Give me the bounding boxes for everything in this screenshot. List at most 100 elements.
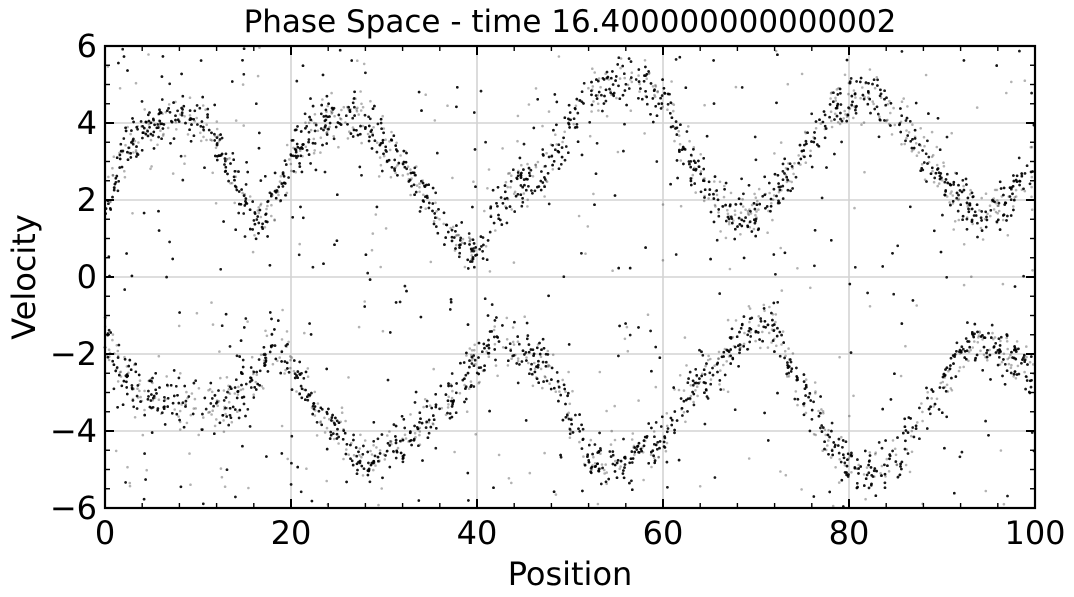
scatter-point (493, 325, 497, 328)
scatter-point (174, 100, 177, 104)
scatter-point (784, 473, 788, 477)
scatter-point (118, 371, 122, 374)
scatter-point (257, 206, 261, 209)
scatter-point (957, 197, 961, 200)
scatter-point (848, 107, 852, 110)
scatter-point (225, 406, 229, 410)
scatter-point (289, 162, 293, 166)
scatter-point (951, 194, 955, 197)
scatter-point (726, 390, 730, 394)
scatter-point (923, 178, 927, 181)
scatter-point (605, 482, 608, 486)
scatter-point (768, 305, 771, 309)
scatter-point (809, 286, 812, 290)
scatter-point (847, 457, 850, 460)
scatter-point (900, 143, 903, 146)
scatter-point (941, 380, 945, 384)
scatter-point (561, 140, 564, 144)
scatter-point (749, 212, 753, 215)
scatter-point (689, 397, 692, 401)
scatter-point (633, 453, 636, 457)
scatter-point (289, 358, 292, 362)
scatter-point (484, 245, 488, 248)
scatter-point (920, 402, 923, 405)
scatter-point (539, 355, 543, 359)
scatter-point (637, 399, 640, 402)
scatter-point (1023, 370, 1026, 374)
scatter-point (227, 387, 231, 391)
scatter-point (239, 388, 243, 392)
scatter-point (568, 402, 572, 406)
scatter-point (375, 141, 379, 144)
scatter-point (623, 337, 627, 341)
scatter-point (111, 173, 115, 177)
scatter-point (952, 228, 955, 231)
scatter-point (483, 209, 486, 213)
scatter-point (263, 226, 267, 229)
scatter-point (456, 233, 459, 237)
scatter-point (257, 211, 261, 215)
scatter-point (332, 135, 336, 138)
scatter-point (418, 430, 422, 433)
scatter-point (1028, 360, 1032, 364)
scatter-point (791, 167, 794, 170)
scatter-point (514, 353, 517, 357)
scatter-point (682, 410, 686, 414)
scatter-point (510, 357, 513, 361)
scatter-point (748, 307, 752, 310)
scatter-point (527, 103, 531, 106)
scatter-point (361, 474, 365, 477)
scatter-point (424, 194, 428, 198)
scatter-point (427, 420, 431, 424)
scatter-point (506, 185, 510, 189)
scatter-point (361, 105, 365, 109)
scatter-point (131, 212, 134, 215)
scatter-point (848, 414, 851, 418)
scatter-point (879, 474, 883, 478)
scatter-point (199, 131, 202, 135)
scatter-point (214, 146, 218, 150)
scatter-point (222, 389, 226, 392)
scatter-point (665, 424, 669, 428)
scatter-point (970, 275, 973, 279)
scatter-point (535, 376, 538, 379)
scatter-point (211, 409, 214, 413)
scatter-point (837, 481, 841, 484)
scatter-point (954, 171, 957, 175)
scatter-point (292, 369, 296, 373)
scatter-point (799, 163, 802, 166)
scatter-point (803, 130, 807, 134)
scatter-point (486, 187, 489, 190)
scatter-point (957, 369, 961, 373)
chart-title: Phase Space - time 16.400000000000002 (244, 4, 897, 40)
scatter-point (478, 380, 481, 384)
scatter-point (533, 361, 536, 365)
scatter-point (847, 81, 851, 85)
scatter-point (195, 311, 199, 315)
scatter-point (253, 234, 256, 237)
scatter-point (1023, 189, 1027, 193)
scatter-point (920, 162, 924, 166)
scatter-point (236, 393, 240, 396)
scatter-point (474, 433, 478, 436)
scatter-point (465, 410, 469, 414)
scatter-point (370, 453, 374, 456)
scatter-point (584, 252, 587, 255)
scatter-point (834, 96, 837, 100)
scatter-point (183, 115, 186, 118)
scatter-point (648, 71, 651, 75)
scatter-point (840, 435, 843, 439)
scatter-point (842, 117, 845, 120)
scatter-point (555, 143, 558, 146)
scatter-point (501, 147, 504, 150)
scatter-point (345, 448, 348, 451)
scatter-point (219, 376, 222, 380)
scatter-point (290, 169, 293, 173)
scatter-point (509, 347, 512, 351)
scatter-point (666, 108, 669, 111)
scatter-point (119, 375, 123, 378)
scatter-point (489, 206, 493, 210)
scatter-point (1020, 188, 1024, 192)
scatter-point (592, 192, 595, 196)
scatter-point (278, 356, 282, 359)
